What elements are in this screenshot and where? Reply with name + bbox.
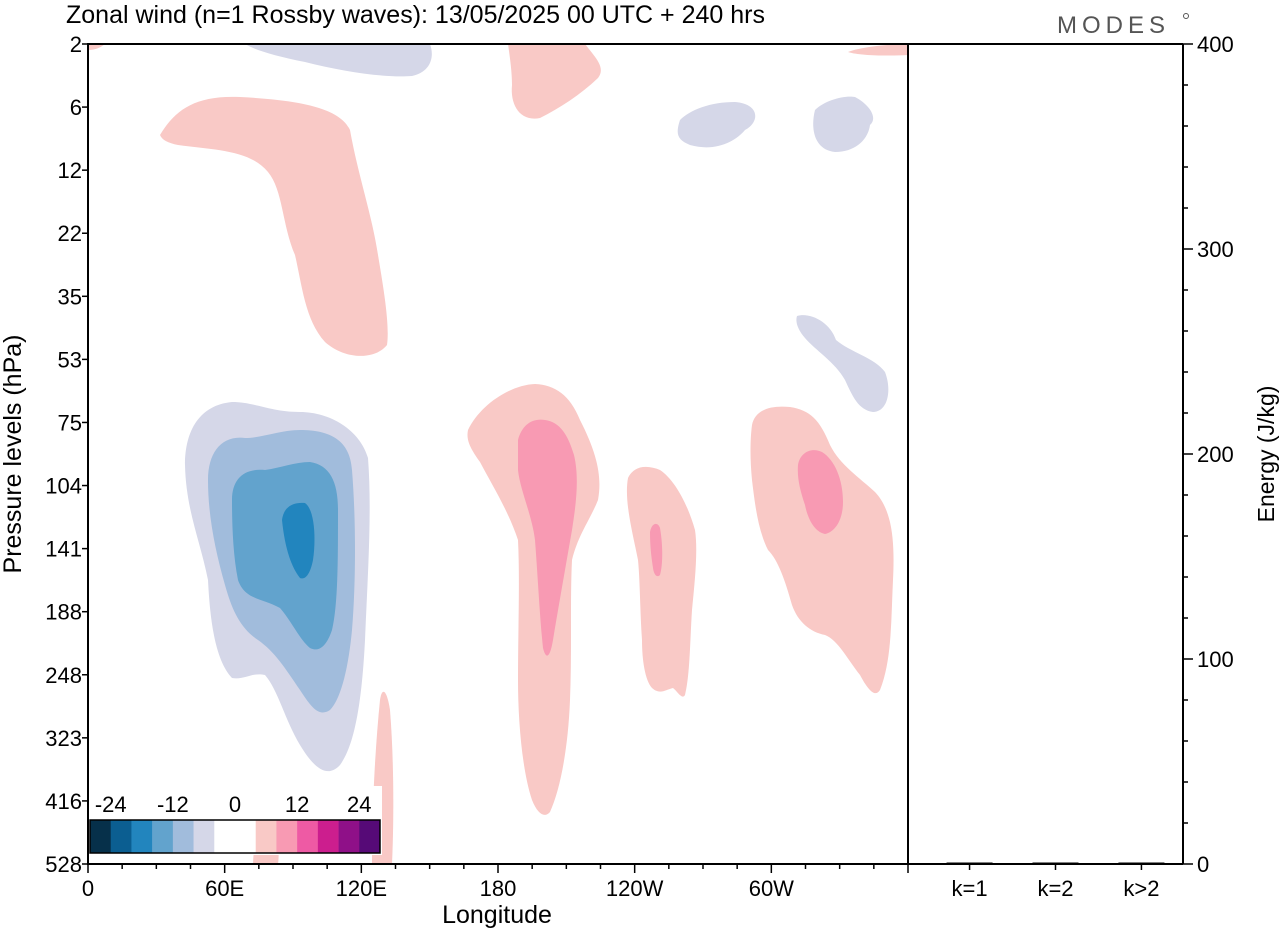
x-axis-longitude: 0 60E 120E 180 120W 60W [82,864,909,901]
colorbar-swatch [172,820,194,853]
x-tick-label: 60W [749,876,794,901]
chart-title: Zonal wind (n=1 Rossby waves): 13/05/202… [66,1,765,29]
negative-contour-upper-right-1 [677,102,756,148]
energy-tick-label: 300 [1197,237,1234,262]
y-tick-label: 12 [58,158,82,183]
colorbar-frame [89,819,381,854]
y-tick-label: 6 [70,95,82,120]
y-tick-label: 528 [45,852,82,877]
y-tick-label: 416 [45,789,82,814]
energy-tick-label: 100 [1197,647,1234,672]
negative-contour-level-4 [282,502,315,579]
colorbar-swatch [255,820,277,853]
y-tick-label: 248 [45,663,82,688]
energy-category-label: k=2 [1037,876,1073,901]
colorbar: -24 -12 0 12 24 [88,786,382,855]
positive-contour-center-level-2 [518,419,577,656]
x-tick-label: 120W [606,876,664,901]
energy-tick-label: 400 [1197,32,1234,57]
y-tick-label: 188 [45,600,82,625]
x-tick-label: 0 [82,876,94,901]
negative-contour-upper-right-2 [813,96,874,152]
modes-logo: MODES [1057,12,1170,39]
energy-bar [1118,862,1165,864]
y-axis-energy: 0 100 200 300 400 [1183,32,1234,877]
colorbar-swatch [359,820,381,853]
positive-contour-right-level-1 [750,406,894,694]
negative-contour-level-3 [232,462,338,650]
colorbar-swatch [110,820,132,853]
colorbar-swatch [338,820,360,853]
colorbar-swatch [152,820,174,853]
y-tick-label: 22 [58,221,82,246]
y-tick-label: 141 [45,537,82,562]
colorbar-tick-label: -24 [95,792,127,817]
colorbar-tick-label: 24 [347,792,371,817]
positive-contour-top-right-corner [848,44,908,56]
colorbar-tick-label: 0 [229,792,241,817]
colorbar-swatch [90,820,112,853]
positive-contour-top-center [508,44,601,119]
y-tick-label: 53 [58,347,82,372]
negative-contour-mid-right [796,315,889,412]
y-axis-title: Pressure levels (hPa) [0,335,27,574]
colorbar-swatch [276,820,298,853]
colorbar-swatch [297,820,319,853]
positive-contour-right-level-2 [797,450,843,534]
energy-bars: k=1 k=2 k>2 [946,862,1165,901]
colorbar-swatch [214,820,236,853]
logo-registered-icon [1183,13,1189,19]
energy-tick-label: 200 [1197,442,1234,467]
y-tick-label: 323 [45,726,82,751]
positive-contour-upper-left [160,96,388,356]
energy-bar [1032,862,1079,864]
x-tick-label: 120E [336,876,387,901]
colorbar-tick-label: -12 [157,792,189,817]
energy-category-label: k=1 [952,876,988,901]
colorbar-swatch [193,820,215,853]
y-tick-label: 104 [45,474,82,499]
energy-tick-label: 0 [1197,852,1209,877]
colorbar-tick-label: 12 [285,792,309,817]
colorbar-swatch [131,820,153,853]
y-axis-pressure: 2 6 12 22 35 53 75 104 141 188 248 323 416 528 [45,32,88,877]
y-tick-label: 2 [70,32,82,57]
colorbar-swatch [317,820,339,853]
x-axis-title: Longitude [442,901,552,929]
energy-axis-title: Energy (J/kg) [1253,386,1279,523]
positive-contour-center-right-level-2 [650,523,663,577]
x-tick-label: 60E [205,876,244,901]
positive-contour-top-left-corner [88,44,105,50]
y-tick-label: 35 [58,284,82,309]
y-tick-label: 75 [58,410,82,435]
energy-bar [946,862,993,864]
colorbar-swatch [235,820,257,853]
negative-contour-top-left [245,44,432,77]
contour-layer [88,44,908,864]
energy-category-label: k>2 [1123,876,1159,901]
x-tick-label: 180 [480,876,517,901]
positive-contour-center-right-level-1 [626,466,697,697]
